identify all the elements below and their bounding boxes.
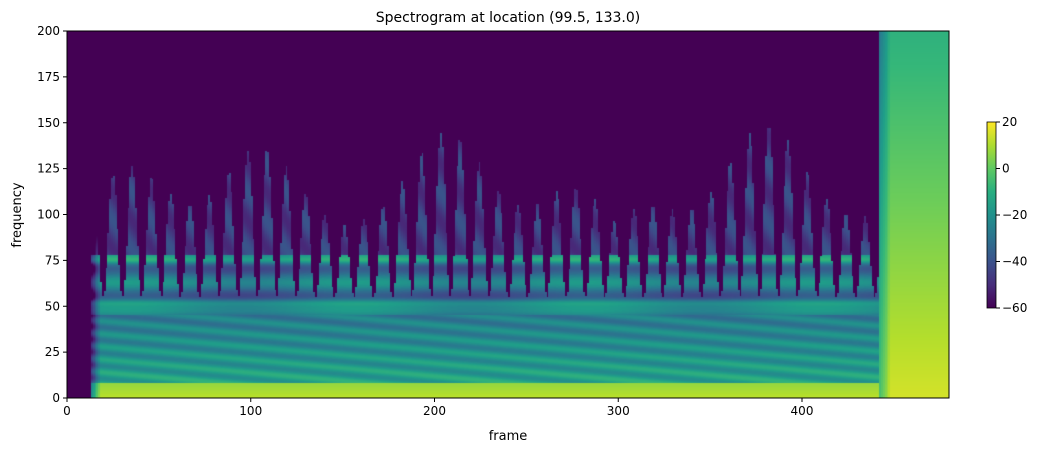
- y-tick-label: 50: [45, 299, 60, 313]
- y-axis: 0 25 50 75 100 125 150 175 200: [37, 24, 67, 405]
- y-tick-label: 75: [45, 253, 60, 267]
- x-tick-label: 200: [423, 404, 446, 418]
- y-tick-label: 25: [45, 345, 60, 359]
- x-tick-label: 100: [239, 404, 262, 418]
- colorbar-tick-label: 0: [1002, 162, 1010, 176]
- x-tick-label: 400: [791, 404, 814, 418]
- colorbar-fill: [987, 122, 996, 308]
- colorbar-tick-label: −40: [1002, 255, 1027, 269]
- y-tick-label: 150: [37, 116, 60, 130]
- plot-area: [66, 30, 950, 399]
- colorbar-tick-label: 20: [1002, 115, 1017, 129]
- x-tick-label: 300: [607, 404, 630, 418]
- y-tick-label: 125: [37, 162, 60, 176]
- y-tick-label: 200: [37, 24, 60, 38]
- x-tick-label: 0: [63, 404, 71, 418]
- colorbar-ticks: 20 0 −20 −40 −60: [996, 115, 1027, 315]
- colorbar-tick-label: −20: [1002, 208, 1027, 222]
- colorbar: 20 0 −20 −40 −60: [986, 115, 1027, 315]
- chart-title: Spectrogram at location (99.5, 133.0): [376, 10, 641, 26]
- colorbar-tick-label: −60: [1002, 301, 1027, 315]
- x-axis: 0 100 200 300 400: [63, 398, 813, 418]
- spectrogram-heatmap: [67, 31, 949, 398]
- x-axis-label: frame: [489, 429, 528, 444]
- y-tick-label: 100: [37, 208, 60, 222]
- y-tick-label: 0: [52, 391, 60, 405]
- y-tick-label: 175: [37, 70, 60, 84]
- y-axis-label: frequency: [10, 182, 25, 248]
